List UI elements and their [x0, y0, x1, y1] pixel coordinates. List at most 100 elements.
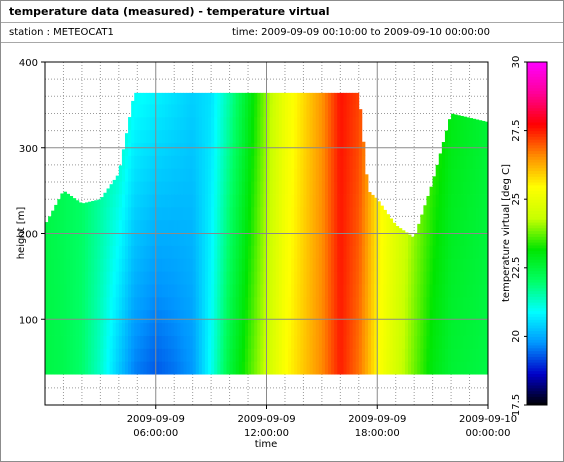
heatmap-cell [220, 284, 224, 298]
heatmap-cell [404, 245, 409, 259]
heatmap-cell [115, 258, 120, 272]
heatmap-cell [383, 232, 387, 246]
heatmap-cell [192, 348, 197, 362]
heatmap-cell [244, 181, 249, 195]
heatmap-cell [414, 284, 418, 298]
heatmap-cell [211, 322, 215, 336]
heatmap-cell [454, 219, 458, 234]
heatmap-cell [254, 155, 258, 169]
colorbar-segment [527, 402, 547, 406]
heatmap-cell [146, 309, 150, 324]
heatmap-cell [235, 296, 240, 311]
heatmap-cell [118, 309, 123, 324]
heatmap-cell [54, 322, 58, 336]
heatmap-cell [251, 142, 255, 156]
heatmap-cell [386, 309, 390, 324]
heatmap-cell [294, 348, 298, 362]
heatmap-cell [306, 284, 310, 298]
heatmap-cell [408, 322, 412, 336]
heatmap-cell [469, 245, 474, 259]
heatmap-cell [377, 245, 381, 259]
heatmap-cell [161, 361, 166, 375]
heatmap-cell [211, 361, 215, 375]
heatmap-cell [423, 258, 427, 272]
heatmap-cell [269, 271, 274, 285]
heatmap-cell [235, 116, 240, 131]
heatmap-cell [429, 348, 434, 362]
heatmap-cell [158, 194, 163, 208]
heatmap-cell [429, 361, 434, 375]
heatmap-cell [115, 232, 120, 246]
heatmap-cell [324, 129, 329, 143]
heatmap-cell [238, 232, 243, 246]
heatmap-cell [257, 129, 261, 143]
heatmap-cell [441, 309, 446, 324]
heatmap-cell [278, 104, 283, 118]
heatmap-cell [149, 155, 154, 169]
heatmap-cell [134, 129, 138, 143]
heatmap-cell [278, 232, 283, 246]
colorbar-segment [527, 79, 547, 83]
heatmap-cell [198, 271, 203, 285]
heatmap-cell [211, 232, 215, 246]
heatmap-cell [349, 309, 354, 324]
heatmap-cell [475, 219, 480, 234]
heatmap-cell [331, 129, 335, 143]
heatmap-cell [306, 116, 310, 131]
heatmap-cell [214, 104, 218, 118]
heatmap-cell [241, 322, 246, 336]
heatmap-cell [232, 194, 237, 208]
heatmap-cell [115, 322, 120, 336]
heatmap-cell [254, 168, 258, 182]
heatmap-cell [263, 129, 267, 143]
heatmap-cell [106, 322, 111, 336]
heatmap-cell [429, 232, 434, 246]
heatmap-cell [189, 181, 194, 195]
heatmap-cell [328, 194, 332, 208]
heatmap-cell [109, 206, 114, 221]
heatmap-cell [275, 232, 280, 246]
heatmap-cell [472, 296, 477, 311]
heatmap-cell [275, 361, 280, 375]
heatmap-cell [380, 296, 384, 311]
heatmap-cell [454, 168, 458, 182]
heatmap-cell [140, 284, 144, 298]
heatmap-cell [232, 129, 237, 143]
heatmap-cell [294, 181, 298, 195]
heatmap-cell [401, 230, 406, 234]
heatmap-cell [223, 335, 227, 349]
heatmap-cell [146, 219, 150, 234]
heatmap-cell [300, 92, 304, 105]
heatmap-cell [54, 245, 58, 259]
heatmap-cell [457, 284, 461, 298]
heatmap-cell [128, 219, 132, 234]
heatmap-cell [232, 245, 237, 259]
heatmap-cell [414, 233, 418, 246]
heatmap-cell [377, 348, 381, 362]
heatmap-cell [337, 219, 341, 234]
heatmap-cell [134, 219, 138, 234]
heatmap-cell [112, 232, 117, 246]
heatmap-cell [57, 309, 61, 324]
heatmap-cell [321, 348, 326, 362]
heatmap-cell [223, 322, 227, 336]
heatmap-cell [358, 284, 363, 298]
heatmap-cell [438, 309, 443, 324]
heatmap-cell [284, 104, 289, 118]
heatmap-cell [177, 245, 181, 259]
heatmap-cell [171, 155, 175, 169]
heatmap-cell [174, 322, 178, 336]
heatmap-cell [278, 309, 283, 324]
heatmap-cell [324, 258, 329, 272]
heatmap-cell [294, 168, 298, 182]
heatmap-cell [451, 116, 455, 131]
heatmap-cell [260, 92, 264, 105]
heatmap-cell [174, 296, 178, 311]
heatmap-cell [124, 194, 129, 208]
heatmap-cell [432, 206, 437, 221]
heatmap-cell [192, 258, 197, 272]
heatmap-cell [278, 322, 283, 336]
heatmap-cell [401, 361, 406, 375]
heatmap-cell [303, 232, 307, 246]
heatmap-cell [226, 271, 230, 285]
